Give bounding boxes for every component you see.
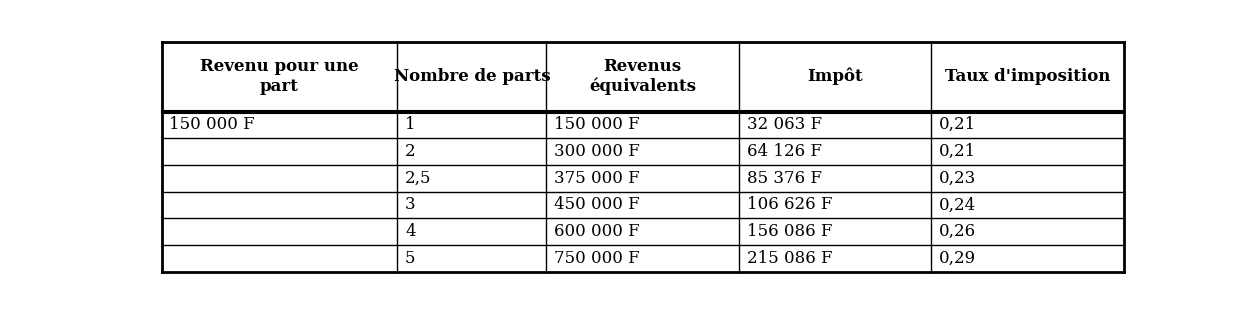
Text: 5: 5	[405, 250, 415, 267]
Text: 375 000 F: 375 000 F	[554, 169, 640, 187]
Text: Revenus
équivalents: Revenus équivalents	[589, 58, 696, 95]
Text: 0,21: 0,21	[939, 143, 977, 160]
Text: 156 086 F: 156 086 F	[746, 223, 833, 240]
Text: 150 000 F: 150 000 F	[169, 116, 255, 133]
Text: 0,26: 0,26	[939, 223, 976, 240]
Text: 32 063 F: 32 063 F	[746, 116, 821, 133]
Text: 106 626 F: 106 626 F	[746, 197, 833, 213]
Text: 3: 3	[405, 197, 416, 213]
Text: 2,5: 2,5	[405, 169, 431, 187]
Text: 0,21: 0,21	[939, 116, 977, 133]
Text: 215 086 F: 215 086 F	[746, 250, 833, 267]
Text: 85 376 F: 85 376 F	[746, 169, 821, 187]
Text: 450 000 F: 450 000 F	[554, 197, 640, 213]
Text: 300 000 F: 300 000 F	[554, 143, 640, 160]
Text: Impôt: Impôt	[808, 68, 863, 85]
Text: 0,29: 0,29	[939, 250, 976, 267]
Text: 600 000 F: 600 000 F	[554, 223, 640, 240]
Text: 64 126 F: 64 126 F	[746, 143, 821, 160]
Text: 750 000 F: 750 000 F	[554, 250, 640, 267]
Text: 0,24: 0,24	[939, 197, 977, 213]
Text: 2: 2	[405, 143, 416, 160]
Text: Taux d'imposition: Taux d'imposition	[944, 68, 1110, 85]
Text: Revenu pour une
part: Revenu pour une part	[201, 58, 359, 95]
Text: 1: 1	[405, 116, 416, 133]
Text: 4: 4	[405, 223, 416, 240]
Text: 0,23: 0,23	[939, 169, 977, 187]
Text: 150 000 F: 150 000 F	[554, 116, 640, 133]
Text: Nombre de parts: Nombre de parts	[394, 68, 551, 85]
